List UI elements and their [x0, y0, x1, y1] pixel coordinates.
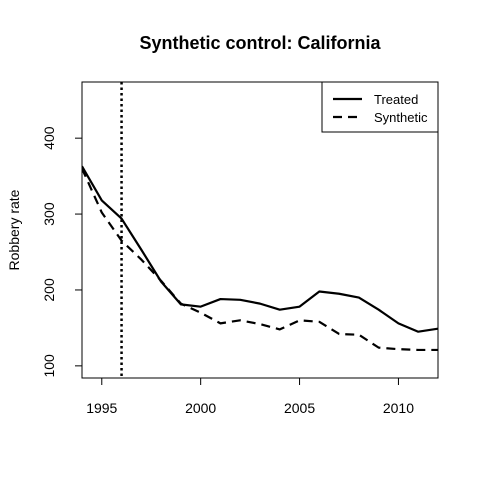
plot-series-group: [82, 82, 438, 378]
series-line-synthetic: [82, 168, 438, 352]
plot-area: 1995 2000 2005 2010 100 200 300 400 Treated Synth…: [41, 81, 439, 416]
chart-title: Synthetic control: California: [139, 33, 381, 53]
y-tick-label: 400: [41, 126, 57, 150]
y-axis-label: Robbery rate: [6, 189, 22, 270]
legend-label-synthetic: Synthetic: [374, 110, 428, 125]
y-tick-label: 300: [41, 202, 57, 226]
y-tick-label: 200: [41, 278, 57, 302]
legend-label-treated: Treated: [374, 92, 418, 107]
x-tick-label: 2005: [284, 400, 315, 416]
legend-box: [321, 81, 439, 133]
series-line-treated: [82, 165, 438, 333]
x-tick-label: 1995: [86, 400, 117, 416]
x-tick-label: 2010: [383, 400, 414, 416]
y-tick-label: 100: [41, 354, 57, 378]
x-tick-label: 2000: [185, 400, 216, 416]
plot-frame: [81, 81, 439, 379]
legend: Treated Synthetic: [321, 81, 439, 133]
